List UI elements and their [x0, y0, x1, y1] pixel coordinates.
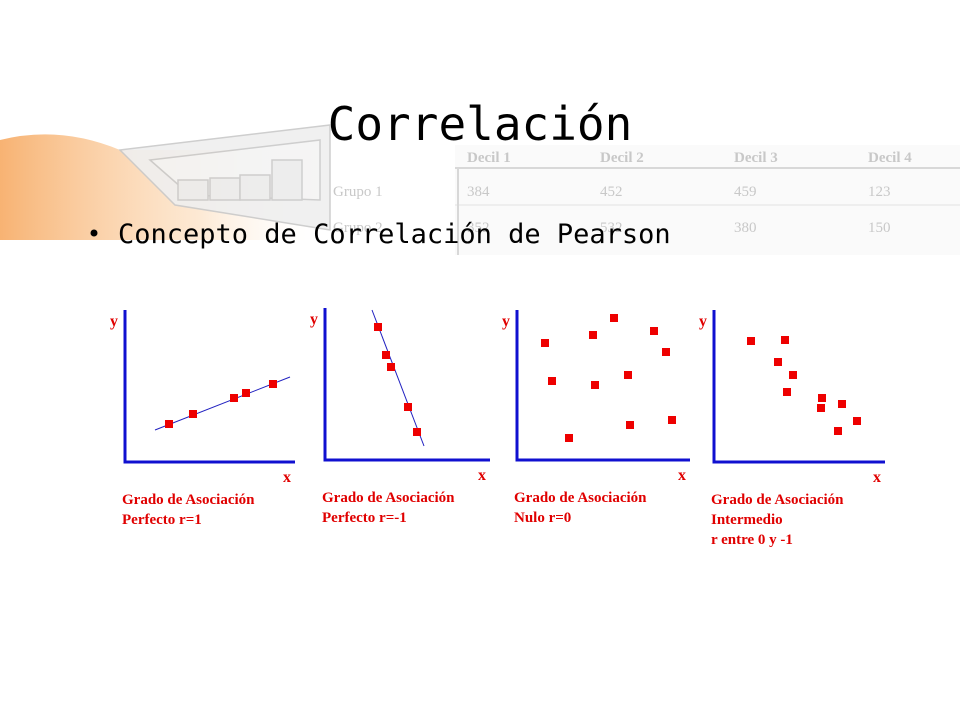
trend-line — [371, 309, 425, 447]
table-cell: Grupo 1 — [333, 184, 383, 200]
axes — [712, 310, 885, 464]
table-cell: 384 — [467, 184, 490, 200]
point — [783, 388, 791, 396]
point — [668, 416, 676, 424]
x-axis-label: x — [873, 469, 881, 486]
slide-title: Correlación — [328, 97, 633, 151]
table-cell: 380 — [734, 220, 757, 236]
point — [626, 421, 634, 429]
table-cell: Grupo 2 — [333, 220, 383, 236]
caption: Nulo r=0 — [514, 510, 571, 526]
point — [269, 380, 277, 388]
y-axis-label: y — [310, 311, 318, 328]
point — [838, 400, 846, 408]
caption: Perfecto r=1 — [122, 512, 202, 528]
trend-line — [154, 376, 291, 431]
point — [781, 336, 789, 344]
table-cell: 532 — [600, 220, 623, 236]
x-axis-label: x — [478, 467, 486, 484]
x-axis-label: x — [678, 467, 686, 484]
caption: Grado de Asociación — [514, 490, 647, 506]
table-cell: 352 — [467, 220, 490, 236]
y-axis-label: y — [502, 313, 510, 330]
table-header: Decil 1 — [467, 150, 511, 166]
point — [565, 434, 573, 442]
point — [591, 381, 599, 389]
y-axis-label: y — [110, 313, 118, 330]
background-decoration: Decil 1 Decil 2 Decil 3 Decil 4 Grupo 1 … — [0, 124, 960, 255]
axes — [323, 308, 490, 462]
table-header: Decil 4 — [868, 150, 912, 166]
diagrams: y x Grado de Asociación Perfecto r=1 y x Grado… — [110, 308, 885, 548]
caption: r entre 0 y -1 — [711, 532, 793, 548]
table-header: Decil 2 — [600, 150, 644, 166]
point — [624, 371, 632, 379]
point — [165, 420, 173, 428]
point — [817, 404, 825, 412]
point — [413, 428, 421, 436]
point — [548, 377, 556, 385]
point — [853, 417, 861, 425]
table-header: Decil 3 — [734, 150, 778, 166]
point — [650, 327, 658, 335]
caption: Grado de Asociación — [122, 492, 255, 508]
table-cell: 150 — [868, 220, 891, 236]
caption: Grado de Asociación — [711, 492, 844, 508]
y-axis-label: y — [699, 313, 707, 330]
point — [541, 339, 549, 347]
point — [818, 394, 826, 402]
point — [189, 410, 197, 418]
axes — [123, 310, 295, 464]
point — [589, 331, 597, 339]
point — [230, 394, 238, 402]
point — [242, 389, 250, 397]
point — [747, 337, 755, 345]
point — [662, 348, 670, 356]
axes — [515, 310, 690, 462]
point — [387, 363, 395, 371]
point — [834, 427, 842, 435]
table-cell: 459 — [734, 184, 757, 200]
bullet-text: Concepto de Correlación de Pearson — [118, 219, 671, 250]
point — [774, 358, 782, 366]
caption: Intermedio — [711, 512, 783, 528]
bullet-dot — [90, 229, 98, 237]
point — [404, 403, 412, 411]
point — [789, 371, 797, 379]
x-axis-label: x — [283, 469, 291, 486]
point — [374, 323, 382, 331]
point — [610, 314, 618, 322]
table-cell: 452 — [600, 184, 623, 200]
point — [382, 351, 390, 359]
caption: Grado de Asociación — [322, 490, 455, 506]
caption: Perfecto r=-1 — [322, 510, 407, 526]
table-cell: 123 — [868, 184, 891, 200]
